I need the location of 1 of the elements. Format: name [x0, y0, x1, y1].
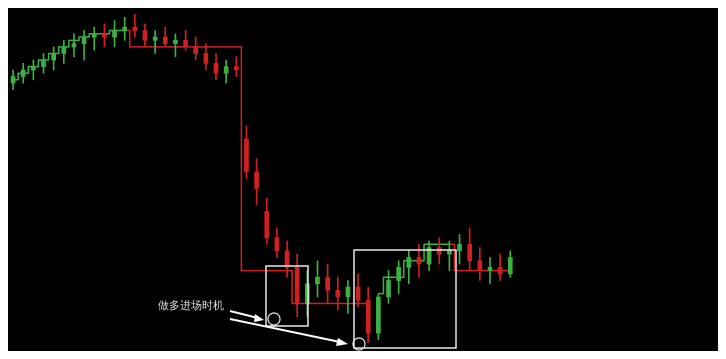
annotation: 做多进场时机	[158, 298, 224, 313]
